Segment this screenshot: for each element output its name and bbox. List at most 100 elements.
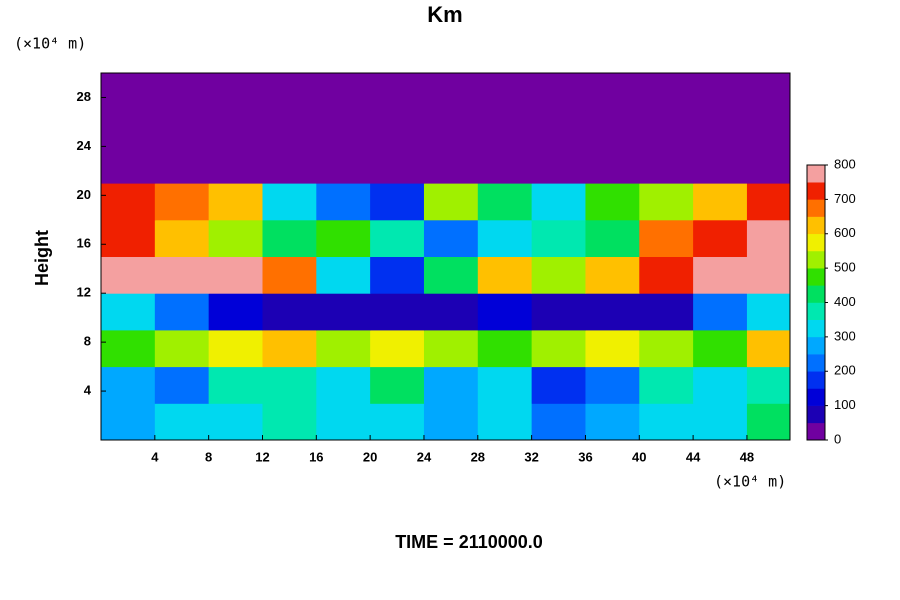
heat-cell (693, 403, 748, 440)
heat-cell (585, 256, 640, 294)
heat-cell (101, 73, 156, 111)
colorbar-swatch (807, 388, 825, 406)
heatmap (101, 73, 790, 440)
heat-cell (746, 366, 790, 404)
heat-cell (316, 219, 371, 257)
heat-cell (370, 329, 425, 368)
heat-cell (639, 109, 694, 147)
heat-cell (262, 329, 317, 368)
heat-cell (639, 183, 694, 221)
heat-cell (585, 219, 640, 257)
colorbar-swatch (807, 250, 825, 269)
heat-cell (101, 109, 156, 147)
heat-cell (746, 293, 790, 331)
colorbar-swatch (807, 354, 825, 372)
heat-cell (154, 403, 210, 440)
heat-cell (101, 219, 156, 257)
heat-cell (693, 293, 748, 331)
x-tick-label: 48 (740, 449, 754, 464)
heat-cell (423, 403, 479, 440)
heat-cell (208, 403, 263, 440)
x-tick-label: 12 (255, 449, 269, 464)
heat-cell (101, 366, 156, 404)
heat-cell (531, 109, 586, 147)
heat-cell (746, 146, 790, 184)
colorbar-swatch (807, 302, 825, 320)
heat-cell (746, 219, 790, 257)
x-tick-label: 16 (309, 449, 323, 464)
heat-cell (477, 73, 533, 111)
heat-cell (208, 73, 263, 111)
heat-cell (101, 256, 156, 294)
colorbar-swatch (807, 165, 825, 183)
y-unit: (×10⁴ m) (14, 35, 86, 53)
heat-cell (477, 146, 533, 184)
x-tick-label: 40 (632, 449, 646, 464)
heat-cell (423, 366, 479, 404)
heat-cell (316, 73, 371, 111)
colorbar-swatch (807, 319, 825, 338)
y-tick-label: 28 (77, 89, 91, 104)
heat-cell (693, 183, 748, 221)
heat-cell (316, 329, 371, 368)
heat-cell (477, 366, 533, 404)
heat-cell (639, 256, 694, 294)
heat-cell (477, 219, 533, 257)
y-tick-label: 4 (84, 383, 92, 398)
y-tick-label: 8 (84, 334, 91, 349)
heat-cell (423, 219, 479, 257)
colorbar-swatch (807, 336, 825, 355)
heat-cell (585, 293, 640, 331)
heat-cell (370, 146, 425, 184)
heat-cell (693, 219, 748, 257)
heat-cell (154, 183, 210, 221)
colorbar-tick-label: 0 (834, 431, 841, 446)
heat-cell (477, 256, 533, 294)
heat-cell (370, 293, 425, 331)
colorbar-swatch (807, 182, 825, 200)
x-tick-label: 8 (205, 449, 212, 464)
y-axis-label: Height (32, 230, 52, 286)
footer-time: TIME = 2110000.0 (395, 532, 543, 552)
heat-cell (208, 256, 263, 294)
heat-cell (693, 73, 748, 111)
heat-cell (585, 73, 640, 111)
x-tick-label: 44 (686, 449, 701, 464)
heat-cell (423, 109, 479, 147)
colorbar-swatch (807, 422, 825, 441)
heat-cell (370, 366, 425, 404)
heat-cell (101, 183, 156, 221)
heat-cell (262, 146, 317, 184)
heat-cell (477, 183, 533, 221)
heat-cell (101, 329, 156, 368)
heat-cell (262, 366, 317, 404)
heat-cell (746, 183, 790, 221)
colorbar-tick-label: 200 (834, 363, 856, 378)
heat-cell (370, 256, 425, 294)
heat-cell (262, 293, 317, 331)
heat-cell (262, 73, 317, 111)
heat-cell (316, 293, 371, 331)
heat-cell (746, 109, 790, 147)
heat-cell (693, 109, 748, 147)
heat-cell (101, 146, 156, 184)
heat-cell (316, 183, 371, 221)
heat-cell (639, 73, 694, 111)
heat-cell (208, 293, 263, 331)
heat-cell (639, 146, 694, 184)
heat-cell (316, 366, 371, 404)
heat-cell (208, 219, 263, 257)
heat-cell (477, 403, 533, 440)
colorbar-swatch (807, 268, 825, 286)
heat-cell (154, 293, 210, 331)
heat-cell (262, 256, 317, 294)
heat-cell (154, 109, 210, 147)
heat-cell (316, 403, 371, 440)
heat-cell (154, 219, 210, 257)
heat-cell (208, 366, 263, 404)
colorbar-swatch (807, 216, 825, 235)
heat-cell (316, 109, 371, 147)
heat-cell (262, 219, 317, 257)
heat-cell (477, 109, 533, 147)
heat-cell (477, 329, 533, 368)
